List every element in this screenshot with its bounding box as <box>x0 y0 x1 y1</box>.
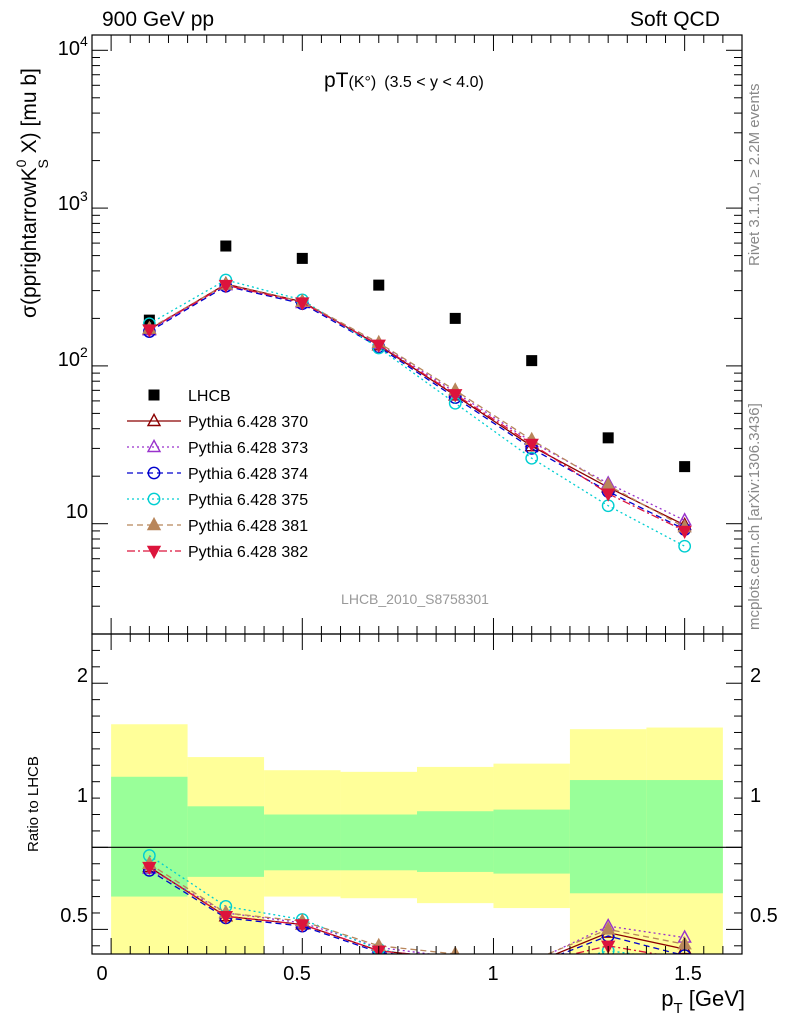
legend-item-pythia-382: Pythia 6.428 382 <box>127 544 308 561</box>
y-tick-label-10: 10 <box>66 501 88 523</box>
x-axis-label: pT [GeV] <box>661 986 745 1017</box>
ratio-point-pythia-6-428-382-0 <box>142 861 157 876</box>
header-left: 900 GeV pp <box>102 8 215 31</box>
legend-item-pythia-374: Pythia 6.428 374 <box>127 466 308 483</box>
legend-label-lhcb: LHCB <box>188 388 231 405</box>
analysis-watermark: LHCB_2010_S8758301 <box>341 591 489 607</box>
y-tick-label-10000: 10 <box>58 38 80 60</box>
point-pythia-6-428-382-4 <box>448 389 463 403</box>
legend-label-pythia-374: Pythia 6.428 374 <box>188 466 308 483</box>
point-pythia-6-428-382-0 <box>142 324 157 338</box>
green-band-bin-0 <box>111 776 188 897</box>
ratio-point-pythia-6-428-374-4 <box>450 955 461 966</box>
series-pythia-6-428-382 <box>142 279 692 539</box>
green-band-bin-5 <box>493 809 570 874</box>
y-tick-label-10000-exp: 4 <box>80 33 88 49</box>
green-band-bin-6 <box>569 780 647 894</box>
point-lhcb-2 <box>296 252 308 264</box>
ratio-y-tick-label-right-0.5: 0.5 <box>750 905 778 927</box>
green-band-bin-7 <box>646 780 723 894</box>
series-line-pythia-6-428-375 <box>149 279 685 547</box>
x-tick-label-0.5: 0.5 <box>283 963 311 985</box>
legend-marker-pythia-6-428-373 <box>146 438 162 453</box>
y-tick-label-1000-exp: 3 <box>80 188 88 204</box>
point-pythia-6-428-382-6 <box>601 488 616 502</box>
legend-item-pythia-375: Pythia 6.428 375 <box>127 492 308 509</box>
point-lhcb-4 <box>449 312 461 324</box>
point-lhcb-5 <box>526 355 538 367</box>
point-pythia-6-428-375-5 <box>525 451 539 465</box>
ratio-point-pythia-6-428-382-4 <box>448 953 463 954</box>
point-lhcb-1 <box>220 240 232 252</box>
ratio-point-pythia-6-428-382-1 <box>218 911 233 925</box>
ratio-point-pythia-6-428-374-5 <box>526 960 537 971</box>
series-line-pythia-6-428-382 <box>149 284 685 532</box>
ratio-line-pythia-6-428-374 <box>149 869 681 954</box>
legend-item-pythia-373: Pythia 6.428 373 <box>127 438 308 457</box>
green-band-bin-1 <box>187 806 265 877</box>
point-pythia-6-428-382-2 <box>295 297 310 311</box>
ratio-series-pythia-6-428-382 <box>142 861 692 970</box>
ratio-y-tick-label-2: 2 <box>77 665 88 687</box>
ratio-y-tick-label-right-1: 1 <box>750 785 761 807</box>
point-pythia-6-428-382-7 <box>677 525 692 539</box>
main-series <box>142 240 692 553</box>
series-line-pythia-6-428-374 <box>149 285 685 530</box>
ratio-point-pythia-6-428-373-5 <box>526 956 538 967</box>
point-lhcb-7 <box>679 461 691 473</box>
green-band-bin-4 <box>417 811 494 872</box>
y-tick-label-100-exp: 2 <box>80 344 88 360</box>
legend-marker-lhcb <box>148 389 160 401</box>
point-pythia-6-428-382-5 <box>524 438 539 453</box>
point-pythia-6-428-382-3 <box>371 339 386 353</box>
ratio-point-pythia-6-428-370-5 <box>526 957 538 968</box>
legend-marker-pythia-6-428-370 <box>146 412 162 427</box>
legend-marker-pythia-6-428-382 <box>146 545 162 560</box>
point-pythia-6-428-382-1 <box>218 279 233 294</box>
ratio-line-pythia-6-428-382 <box>149 866 660 954</box>
legend-label-pythia-381: Pythia 6.428 381 <box>188 518 308 535</box>
legend-label-pythia-382: Pythia 6.428 382 <box>188 544 308 561</box>
ratio-line-pythia-6-428-381 <box>149 863 685 954</box>
x-tick-label-1: 1 <box>487 963 498 985</box>
ratio-point-pythia-6-428-381-6 <box>601 921 616 935</box>
point-pythia-6-428-375-7 <box>678 539 692 553</box>
series-lhcb <box>143 240 691 473</box>
axis-ticks <box>92 35 742 954</box>
ratio-y-tick-label-right-2: 2 <box>750 665 761 687</box>
y-tick-label-1000: 10 <box>58 193 80 215</box>
green-band-bin-3 <box>340 814 417 871</box>
x-tick-label-0: 0 <box>96 963 107 985</box>
legend-item-pythia-370: Pythia 6.428 370 <box>127 412 308 431</box>
legend-marker-pythia-6-428-374 <box>147 466 161 480</box>
legend-label-pythia-373: Pythia 6.428 373 <box>188 440 308 457</box>
legend-item-lhcb: LHCB <box>148 388 231 405</box>
legend: LHCB Pythia 6.428 370 Pythia 6.428 373 P… <box>127 388 308 561</box>
legend-marker-pythia-6-428-381 <box>146 516 162 531</box>
green-band-bin-2 <box>264 814 341 871</box>
ratio-point-pythia-6-428-381-5 <box>530 952 533 954</box>
ratio-point-pythia-6-428-382-5 <box>526 959 538 970</box>
header-right: Soft QCD <box>630 8 720 31</box>
chart-title: pT(K°) (3.5 < y < 4.0) <box>324 69 484 92</box>
ratio-y-tick-label-0.5: 0.5 <box>60 905 88 927</box>
point-lhcb-0 <box>143 314 155 326</box>
ratio-point-pythia-6-428-375-5 <box>526 966 537 977</box>
legend-marker-pythia-6-428-375 <box>147 492 161 506</box>
y-tick-label-100: 10 <box>58 349 80 371</box>
legend-label-pythia-370: Pythia 6.428 370 <box>188 414 308 431</box>
legend-item-pythia-381: Pythia 6.428 381 <box>127 516 308 535</box>
point-lhcb-3 <box>373 279 385 291</box>
ratio-y-axis-label: Ratio to LHCB <box>25 756 42 852</box>
ratio-point-pythia-6-428-382-2 <box>295 919 310 933</box>
ratio-point-pythia-6-428-375-4 <box>450 958 461 969</box>
y-axis-label: σ(pprightarrowK0 S X) [mu b] <box>13 68 51 318</box>
x-tick-label-1.5: 1.5 <box>674 963 702 985</box>
point-lhcb-6 <box>602 432 614 444</box>
ratio-uncertainty-bands <box>111 724 723 954</box>
ratio-y-tick-label-1: 1 <box>77 785 88 807</box>
legend-label-pythia-375: Pythia 6.428 375 <box>188 492 308 509</box>
